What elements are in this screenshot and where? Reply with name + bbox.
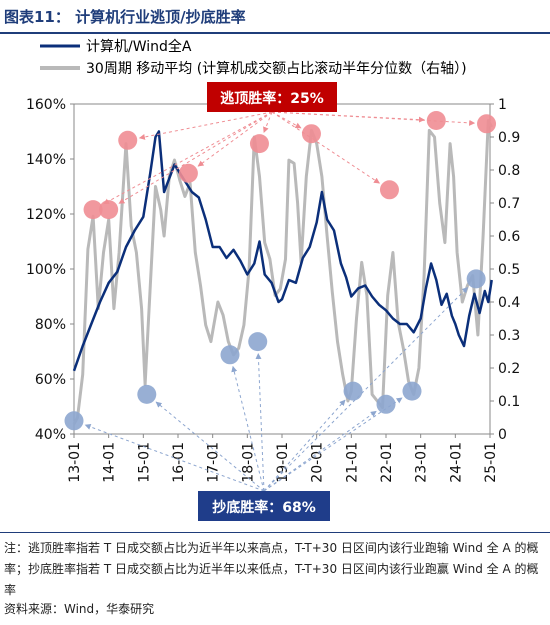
y-right-tick-label: 1: [498, 97, 507, 113]
x-tick-label: 22-01: [379, 442, 395, 483]
x-tick-label: 16-01: [171, 442, 187, 483]
bottom-marker: [220, 345, 240, 365]
top-marker: [99, 200, 119, 220]
y-left-tick-label: 160%: [26, 97, 66, 113]
bottom-marker: [64, 411, 84, 431]
top-marker: [118, 130, 138, 150]
top-marker: [178, 163, 198, 183]
bottom-marker-arrow: [263, 397, 403, 492]
bottom-marker-arrow: [155, 401, 265, 492]
bottom-marker-arrow: [263, 410, 377, 492]
top-callout-box: [207, 82, 337, 112]
top-marker: [379, 180, 399, 200]
x-tick-label: 23-01: [414, 442, 430, 483]
bottom-callout-box: [198, 491, 330, 521]
top-marker: [83, 200, 103, 220]
x-tick-label: 17-01: [206, 442, 222, 483]
y-right-tick-label: 0.6: [498, 229, 520, 245]
top-marker-arrow: [271, 111, 425, 123]
top-marker: [477, 114, 497, 134]
top-marker-arrow: [103, 111, 273, 205]
x-tick-label: 24-01: [448, 442, 464, 483]
legend: 计算机/Wind全A 30周期 移动平均 (计算机成交额占比滚动半年分位数（右轴…: [40, 38, 467, 77]
x-tick-label: 19-01: [275, 442, 291, 483]
y-left-tick-label: 60%: [35, 372, 66, 388]
y-left-tick-label: 80%: [35, 317, 66, 333]
bottom-callout-label: 抄底胜率：68%: [212, 499, 316, 516]
top-marker: [301, 124, 321, 144]
x-tick-label: 18-01: [240, 442, 256, 483]
y-left-tick-label: 100%: [26, 262, 66, 278]
bottom-marker: [248, 332, 268, 352]
series-line-quantile: [72, 119, 494, 425]
legend-label-quantile: 30周期 移动平均 (计算机成交额占比滚动半年分位数（右轴）): [86, 60, 467, 77]
y-right-tick-label: 0.2: [498, 361, 520, 377]
title-bar: 图表11： 计算机行业逃顶/抄底胜率: [0, 0, 550, 34]
chart-svg: 计算机/Wind全A 30周期 移动平均 (计算机成交额占比滚动半年分位数（右轴…: [26, 38, 520, 521]
bottom-marker: [137, 384, 157, 404]
y-right-tick-label: 0.4: [498, 295, 520, 311]
bottom-marker: [402, 381, 422, 401]
bottom-marker-arrow: [263, 286, 469, 492]
y-right-tick-label: 0.3: [498, 328, 520, 344]
y-left-tick-label: 40%: [35, 427, 66, 443]
figure-title: 图表11： 计算机行业逃顶/抄底胜率: [4, 8, 246, 26]
bottom-marker: [466, 269, 486, 289]
x-tick-label: 13-01: [67, 442, 83, 483]
x-tick-label: 25-01: [483, 442, 499, 483]
bottom-marker-arrow: [84, 424, 265, 492]
y-right-tick-label: 0.8: [498, 163, 520, 179]
y-right-tick-label: 0.9: [498, 130, 520, 146]
top-marker: [426, 111, 446, 130]
y-right-tick-label: 0.1: [498, 394, 520, 410]
chart-area: 计算机/Wind全A 30周期 移动平均 (计算机成交额占比滚动半年分位数（右轴…: [0, 34, 550, 524]
x-tick-label: 20-01: [310, 442, 326, 483]
bottom-marker-arrow: [263, 399, 346, 492]
bottom-marker: [343, 381, 363, 401]
y-left-tick-label: 120%: [26, 207, 66, 223]
top-marker-arrow: [271, 111, 302, 129]
x-tick-label: 14-01: [102, 442, 118, 483]
y-right-tick-label: 0: [498, 427, 507, 443]
x-tick-label: 21-01: [344, 442, 360, 483]
x-tick-label: 15-01: [136, 442, 152, 483]
y-right-tick-label: 0.7: [498, 196, 520, 212]
bottom-marker-arrow: [255, 352, 265, 492]
top-marker-arrow: [118, 111, 273, 204]
y-left-tick-label: 140%: [26, 152, 66, 168]
series-line-relative: [72, 130, 493, 372]
top-marker: [249, 134, 269, 154]
data-source: 资料来源：Wind，华泰研究: [4, 602, 155, 616]
top-marker-arrow: [263, 111, 273, 134]
top-marker-arrow: [138, 111, 273, 140]
legend-label-relative: 计算机/Wind全A: [86, 38, 192, 55]
top-callout-label: 逃顶胜率：25%: [220, 90, 324, 107]
footer-rule: [0, 532, 550, 533]
y-right-tick-label: 0.5: [498, 262, 520, 278]
chart-note: 注：逃顶胜率指若 T 日成交额占比为近半年以来高点，T-T+30 日区间内该行业…: [4, 541, 539, 597]
bottom-marker: [376, 394, 396, 414]
